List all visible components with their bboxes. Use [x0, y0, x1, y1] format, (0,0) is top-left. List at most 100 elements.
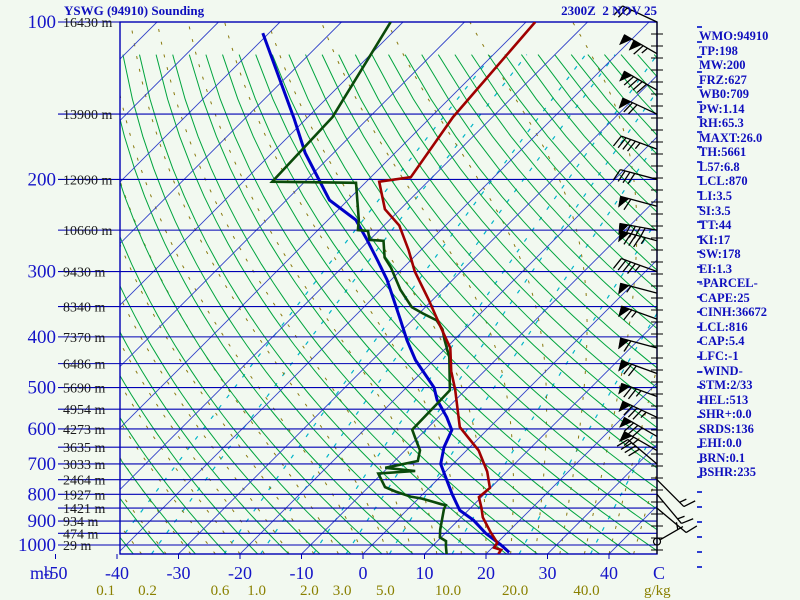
dry-adiabat [305, 54, 657, 469]
dry-adiabat [421, 54, 657, 330]
right-tick [697, 161, 702, 163]
isotherm [301, 197, 657, 554]
chart-title: YSWG (94910) Sounding [64, 3, 205, 18]
dry-adiabat [338, 54, 657, 429]
dry-adiabat [271, 54, 657, 510]
moist-adiabat [120, 295, 290, 554]
right-tick [697, 236, 702, 238]
mixing-ratio-unit-label: g/kg [644, 583, 671, 599]
index-line: EHI:0.0 [699, 436, 742, 451]
moist-adiabat [120, 93, 364, 554]
mixing-ratio-line [518, 312, 657, 554]
index-line: WMO:94910 [699, 29, 769, 43]
index-line: LCL:816 [699, 319, 748, 334]
height-label: 5690 m [63, 382, 106, 397]
isotherm [424, 320, 657, 554]
right-tick [697, 176, 702, 178]
pressure-tick-label: 100 [28, 12, 57, 33]
mixing-ratio-tick-label: 1.0 [247, 583, 266, 599]
index-line: LCL:870 [699, 174, 748, 189]
dry-adiabat [388, 54, 657, 369]
dry-adiabat [222, 54, 632, 554]
dry-adiabat [487, 54, 657, 252]
dry-adiabat [321, 54, 657, 449]
right-tick [697, 461, 702, 463]
wind-barb [618, 337, 658, 352]
isotherm [120, 22, 219, 122]
index-line: MAXT:26.0 [699, 130, 763, 145]
dry-adiabat [288, 54, 657, 490]
mixing-ratio-labels: 0.1 0.2 0.6 1.0 2.0 3.0 5.0 10.0 20.0 40.0 g/kg [96, 583, 671, 599]
dry-adiabat [238, 54, 657, 552]
right-tick [697, 251, 702, 253]
isotherm [485, 382, 657, 554]
pressure-tick-label: 1000 [18, 535, 56, 556]
right-tick [697, 206, 702, 208]
wind-barb [618, 382, 658, 400]
right-tick [697, 521, 702, 523]
mixing-ratio-tick-label: 5.0 [376, 583, 395, 599]
temperature-tick-label: -50 [44, 563, 68, 583]
index-line: TT:44 [699, 218, 732, 233]
height-labels: 16430 m 13900 m 12090 m 10660 m 9430 m 8340 m… [63, 16, 113, 554]
height-label: 7370 m [63, 331, 106, 346]
height-label: 16430 m [63, 16, 113, 31]
right-tick [697, 356, 702, 358]
chart-datetime: 2300Z 2 NOV 25 [561, 3, 657, 18]
wind-barb [618, 282, 658, 295]
right-tick [697, 221, 702, 223]
mixing-ratio-tick-label: 2.0 [300, 583, 319, 599]
index-line: L57:6.8 [699, 159, 740, 174]
index-line: SW:178 [699, 247, 741, 262]
mixing-ratio-tick-label: 20.0 [502, 583, 528, 599]
temperature-unit-label: C [653, 563, 665, 583]
dry-adiabat [437, 54, 657, 310]
height-label: 1927 m [63, 488, 106, 503]
wind-barb [612, 257, 658, 274]
right-tick [697, 431, 702, 433]
height-label: 3635 m [63, 441, 106, 456]
index-line: CINH:36672 [699, 305, 768, 320]
index-line: BSHR:235 [699, 465, 756, 480]
right-tick [697, 71, 702, 73]
right-tick [697, 146, 702, 148]
height-label: 13900 m [63, 108, 113, 123]
height-label: 934 m [63, 515, 99, 530]
isotherm [120, 22, 527, 429]
dry-adiabat [120, 374, 259, 554]
pressure-tick-label: 900 [28, 511, 57, 532]
right-tick [697, 191, 702, 193]
index-line: CAPE:25 [699, 290, 750, 305]
pressure-tick-label: 400 [28, 327, 57, 348]
mixing-ratio-tick-label: 0.6 [211, 583, 230, 599]
wind-barb [618, 70, 658, 94]
right-tick-column [697, 26, 702, 568]
height-label: 1421 m [63, 502, 106, 517]
index-line: LI:3.5 [699, 189, 732, 204]
right-tick [697, 101, 702, 103]
isotherm [120, 22, 650, 552]
temperature-tick-label: -20 [228, 563, 252, 583]
height-label: 4273 m [63, 423, 106, 438]
isotherm [120, 22, 281, 183]
pressure-tick-label: 300 [28, 262, 57, 283]
wind-barb [656, 507, 698, 534]
isotherm [120, 22, 465, 368]
right-tick [697, 116, 702, 118]
pressure-tick-label: 800 [28, 484, 57, 505]
right-tick [697, 86, 702, 88]
right-tick [697, 296, 702, 298]
dry-adiabat [205, 54, 601, 554]
dry-adiabat [120, 416, 227, 554]
isotherm [178, 74, 657, 554]
wind-barb [618, 34, 658, 55]
dry-adiabat [471, 54, 657, 271]
wind-barb [652, 522, 684, 546]
index-line: FRZ:627 [699, 72, 747, 87]
index-line: WB0:709 [699, 87, 749, 102]
dry-adiabat [120, 235, 352, 554]
temperature-tick-label: 0 [359, 563, 368, 583]
wind-barb [618, 97, 658, 115]
